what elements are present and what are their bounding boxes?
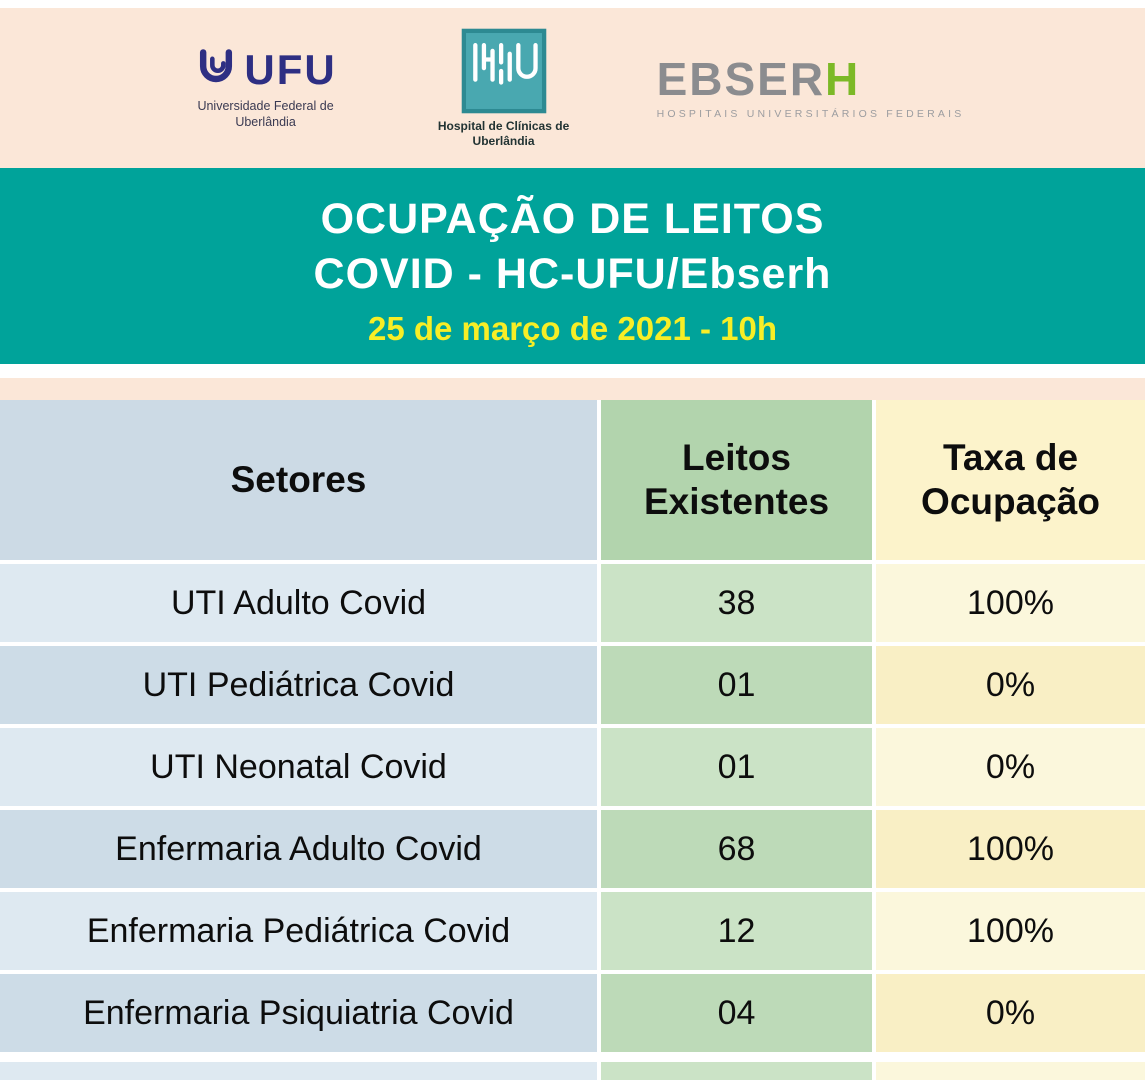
table-cell-taxa: 100% xyxy=(876,892,1145,970)
column-header-setores: Setores xyxy=(0,400,597,560)
cutoff-cell xyxy=(601,1062,872,1080)
ufu-logo: UFU Universidade Federal de Uberlândia xyxy=(181,46,351,130)
banner-title-line1: OCUPAÇÃO DE LEITOS xyxy=(320,195,825,243)
bulletin-page: UFU Universidade Federal de Uberlândia H… xyxy=(0,8,1145,1088)
spacer-peach xyxy=(0,378,1145,400)
banner-date: 25 de março de 2021 - 10h xyxy=(367,310,778,348)
cutoff-cell xyxy=(876,1062,1145,1080)
occupancy-table: Setores Leitos Existentes Taxa de Ocupaç… xyxy=(0,400,1145,1052)
table-cell-taxa: 0% xyxy=(876,646,1145,724)
cutoff-cell xyxy=(0,1062,597,1080)
ebserh-wordmark: EBSERH xyxy=(657,56,861,102)
table-cell-setor: UTI Neonatal Covid xyxy=(0,728,597,806)
table-cell-leitos: 12 xyxy=(601,892,872,970)
table-cell-setor: Enfermaria Adulto Covid xyxy=(0,810,597,888)
table-cell-taxa: 100% xyxy=(876,810,1145,888)
spacer-white xyxy=(0,364,1145,378)
table-cell-taxa: 0% xyxy=(876,728,1145,806)
ebserh-logo: EBSERH HOSPITAIS UNIVERSITÁRIOS FEDERAIS xyxy=(657,56,965,120)
ebserh-word-gray: EBSER xyxy=(656,53,826,105)
ufu-acronym: UFU xyxy=(244,46,337,94)
hc-logo-icon xyxy=(461,28,547,114)
column-header-leitos: Leitos Existentes xyxy=(601,400,872,560)
table-cell-setor: Enfermaria Pediátrica Covid xyxy=(0,892,597,970)
table-cell-taxa: 100% xyxy=(876,564,1145,642)
ufu-wordmark: UFU xyxy=(194,46,336,95)
header-section: UFU Universidade Federal de Uberlândia H… xyxy=(0,8,1145,168)
table-cell-leitos: 01 xyxy=(601,728,872,806)
table-cell-leitos: 68 xyxy=(601,810,872,888)
banner-title-line2: COVID - HC-UFU/Ebserh xyxy=(313,249,832,298)
hc-logo: Hospital de Clínicas de Uberlândia xyxy=(429,28,579,149)
ufu-logo-icon xyxy=(194,46,238,95)
table-cell-leitos: 01 xyxy=(601,646,872,724)
ebserh-word-green: H xyxy=(825,53,861,105)
hc-subtitle: Hospital de Clínicas de Uberlândia xyxy=(437,118,570,148)
table-cell-leitos: 04 xyxy=(601,974,872,1052)
table-cell-setor: Enfermaria Psiquiatria Covid xyxy=(0,974,597,1052)
table-cell-setor: UTI Adulto Covid xyxy=(0,564,597,642)
table-cell-taxa: 0% xyxy=(876,974,1145,1052)
cutoff-table-row xyxy=(0,1062,1145,1080)
table-cell-setor: UTI Pediátrica Covid xyxy=(0,646,597,724)
ebserh-subtitle: HOSPITAIS UNIVERSITÁRIOS FEDERAIS xyxy=(656,108,965,120)
logo-row: UFU Universidade Federal de Uberlândia H… xyxy=(181,28,965,149)
title-banner: OCUPAÇÃO DE LEITOS COVID - HC-UFU/Ebserh… xyxy=(0,168,1145,364)
table-cell-leitos: 38 xyxy=(601,564,872,642)
column-header-taxa: Taxa de Ocupação xyxy=(876,400,1145,560)
ufu-subtitle: Universidade Federal de Uberlândia xyxy=(197,98,334,129)
